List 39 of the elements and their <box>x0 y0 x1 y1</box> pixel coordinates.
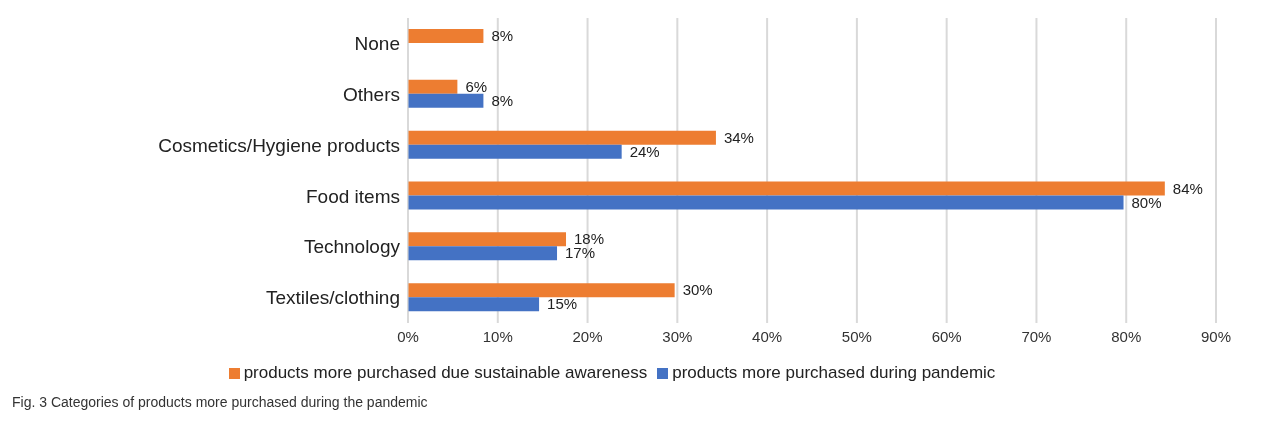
x-tick-label: 40% <box>752 327 783 345</box>
y-tick-label: Technology <box>303 236 401 258</box>
bar <box>408 93 484 108</box>
bar <box>408 181 1165 196</box>
data-label: 8% <box>491 91 514 109</box>
bar <box>408 79 458 94</box>
data-label: 6% <box>465 77 488 95</box>
data-label: 34% <box>723 128 754 146</box>
x-tick-label: 90% <box>1200 327 1232 345</box>
bar <box>408 283 675 298</box>
bar <box>408 232 567 247</box>
data-label: 15% <box>547 295 578 313</box>
y-tick-label: Others <box>342 84 400 105</box>
legend-label: products more purchased due sustainable awareness <box>243 363 648 382</box>
legend-label: products more purchased during pandemic <box>672 363 996 382</box>
bar <box>408 29 484 43</box>
bar <box>408 195 1124 210</box>
bar <box>408 130 716 145</box>
x-tick-label: 0% <box>397 327 419 345</box>
data-label: 80% <box>1131 193 1162 211</box>
caption: Fig. 3 Categories of products more purchased during the pandemic <box>11 394 429 410</box>
y-tick-label: Cosmetics/Hygiene products <box>158 134 400 156</box>
x-tick-label: 10% <box>482 327 513 345</box>
x-tick-label: 50% <box>841 327 872 345</box>
x-tick-label: 60% <box>931 327 962 345</box>
bar <box>408 246 558 261</box>
data-label: 30% <box>682 281 713 299</box>
x-tick-label: 20% <box>572 327 603 345</box>
data-label: 8% <box>491 27 514 44</box>
y-tick-label: Food items <box>306 185 400 207</box>
x-tick-label: 70% <box>1021 327 1052 345</box>
y-tick-label: None <box>354 33 400 55</box>
x-tick-label: 80% <box>1111 327 1142 345</box>
data-label: 24% <box>629 142 660 160</box>
bar <box>408 144 622 159</box>
y-tick-label: Textiles/clothing <box>265 287 400 309</box>
bar <box>408 297 540 312</box>
data-label: 84% <box>1172 179 1203 197</box>
x-tick-label: 30% <box>662 327 693 345</box>
